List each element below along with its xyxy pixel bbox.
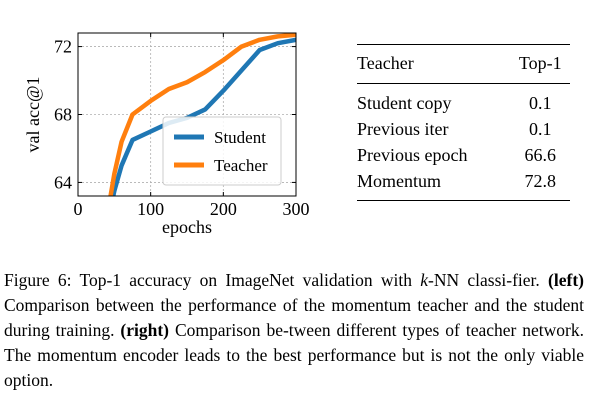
table-cell: 0.1 [529, 93, 552, 113]
x-axis-label: epochs [162, 217, 212, 237]
caption-part1: -NN classi-fier. [428, 270, 549, 290]
x-tick-label: 0 [74, 199, 83, 219]
header-top1: Top-1 [518, 53, 562, 73]
table-row: Previous epoch 66.6 [357, 142, 570, 168]
x-tick-label: 100 [137, 199, 164, 219]
table-row: Student copy 0.1 [357, 84, 570, 117]
legend-box [162, 116, 282, 186]
table-row: Previous iter 0.1 [357, 116, 570, 142]
series-line-teacher [108, 33, 296, 196]
y-axis-label: val acc@1 [23, 76, 43, 152]
x-tick-label: 300 [283, 199, 310, 219]
legend-label-student: Student [214, 128, 266, 147]
y-tick-label: 72 [54, 37, 72, 57]
table-header-row: Teacher Top-1 [357, 44, 570, 84]
caption-label: Figure 6: Top-1 accuracy on ImageNet val… [4, 270, 421, 290]
accuracy-line-chart: 0 100 200 300 64 68 72 epochs val acc@1 Student Te… [23, 32, 310, 237]
table-cell: Momentum [357, 171, 441, 191]
table-cell: Student copy [357, 93, 452, 113]
table-cell: 0.1 [529, 119, 552, 139]
table-cell: Previous iter [357, 119, 449, 139]
table-row: Momentum 72.8 [357, 168, 570, 201]
caption-left-tag: (left) [548, 270, 584, 290]
header-teacher: Teacher [357, 53, 414, 73]
table-cell: 66.6 [524, 145, 557, 165]
teacher-comparison-table: Teacher Top-1 Student copy 0.1 Previous … [357, 44, 570, 201]
table-cell: Previous epoch [357, 145, 468, 165]
caption-part3: Comparison be-tween different types of t… [4, 320, 585, 390]
chart-legend: Student Teacher [162, 116, 282, 186]
legend-label-teacher: Teacher [214, 156, 268, 175]
y-tick-label: 64 [54, 172, 72, 192]
x-tick-label: 200 [210, 199, 237, 219]
caption-k: k [420, 270, 429, 290]
y-tick-label: 68 [54, 105, 72, 125]
figure-caption: Figure 6: Top-1 accuracy on ImageNet val… [4, 268, 584, 393]
table-cell: 72.8 [524, 171, 557, 191]
caption-right-tag: (right) [120, 320, 170, 340]
caption-part2: Comparison between the performance of th… [4, 295, 584, 340]
